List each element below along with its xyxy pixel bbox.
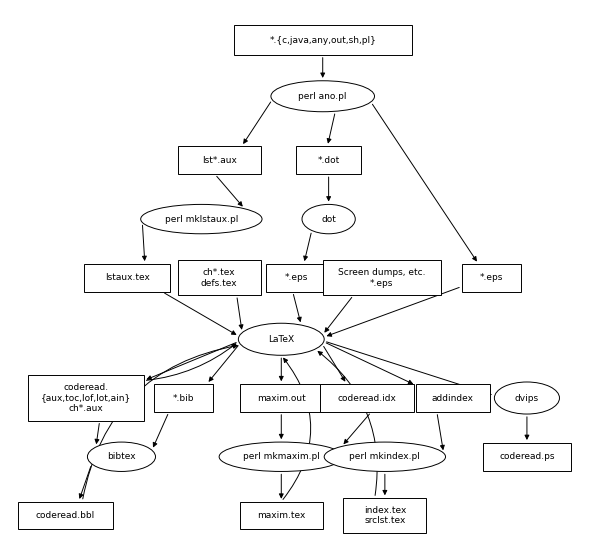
Text: perl mkindex.pl: perl mkindex.pl [350, 452, 420, 461]
Ellipse shape [302, 204, 355, 234]
Text: perl mklstaux.pl: perl mklstaux.pl [165, 215, 238, 223]
FancyBboxPatch shape [154, 384, 213, 412]
Ellipse shape [141, 204, 262, 234]
Text: *.eps: *.eps [480, 274, 503, 282]
Text: ch*.tex
defs.tex: ch*.tex defs.tex [201, 268, 237, 288]
FancyBboxPatch shape [344, 498, 426, 533]
FancyBboxPatch shape [178, 261, 260, 295]
Ellipse shape [219, 442, 344, 471]
FancyBboxPatch shape [462, 264, 521, 292]
FancyBboxPatch shape [178, 147, 260, 174]
Text: dot: dot [321, 215, 336, 223]
Ellipse shape [494, 382, 559, 414]
Text: LaTeX: LaTeX [268, 335, 294, 344]
Text: coderead.idx: coderead.idx [338, 393, 397, 403]
Text: bibtex: bibtex [107, 452, 136, 461]
Text: perl mkmaxim.pl: perl mkmaxim.pl [243, 452, 320, 461]
Ellipse shape [324, 442, 446, 471]
Text: index.tex
srclst.tex: index.tex srclst.tex [364, 506, 406, 525]
FancyBboxPatch shape [85, 264, 170, 292]
FancyBboxPatch shape [320, 384, 414, 412]
FancyBboxPatch shape [18, 501, 112, 529]
Ellipse shape [88, 442, 155, 471]
Ellipse shape [239, 323, 324, 355]
Text: dvips: dvips [515, 393, 539, 403]
Text: coderead.
{aux,toc,lof,lot,ain}
ch*.aux: coderead. {aux,toc,lof,lot,ain} ch*.aux [41, 383, 131, 413]
FancyBboxPatch shape [234, 26, 411, 55]
FancyBboxPatch shape [323, 261, 441, 295]
Text: maxim.tex: maxim.tex [257, 511, 306, 520]
FancyBboxPatch shape [296, 147, 361, 174]
Text: perl ano.pl: perl ano.pl [298, 92, 347, 101]
Text: addindex: addindex [432, 393, 474, 403]
FancyBboxPatch shape [266, 264, 326, 292]
Text: coderead.ps: coderead.ps [499, 452, 554, 461]
Ellipse shape [271, 81, 374, 112]
Text: Screen dumps, etc.
*.eps: Screen dumps, etc. *.eps [338, 268, 426, 288]
Text: *.bib: *.bib [173, 393, 194, 403]
Text: lstaux.tex: lstaux.tex [105, 274, 150, 282]
FancyBboxPatch shape [416, 384, 490, 412]
Text: maxim.out: maxim.out [257, 393, 306, 403]
FancyBboxPatch shape [28, 376, 144, 421]
Text: *.eps: *.eps [284, 274, 308, 282]
FancyBboxPatch shape [483, 443, 571, 471]
Text: *.{c,java,any,out,sh,pl}: *.{c,java,any,out,sh,pl} [269, 35, 376, 45]
Text: lst*.aux: lst*.aux [202, 156, 237, 165]
Text: *.dot: *.dot [318, 156, 340, 165]
FancyBboxPatch shape [240, 384, 323, 412]
Text: coderead.bbl: coderead.bbl [36, 511, 95, 520]
FancyBboxPatch shape [240, 501, 323, 529]
